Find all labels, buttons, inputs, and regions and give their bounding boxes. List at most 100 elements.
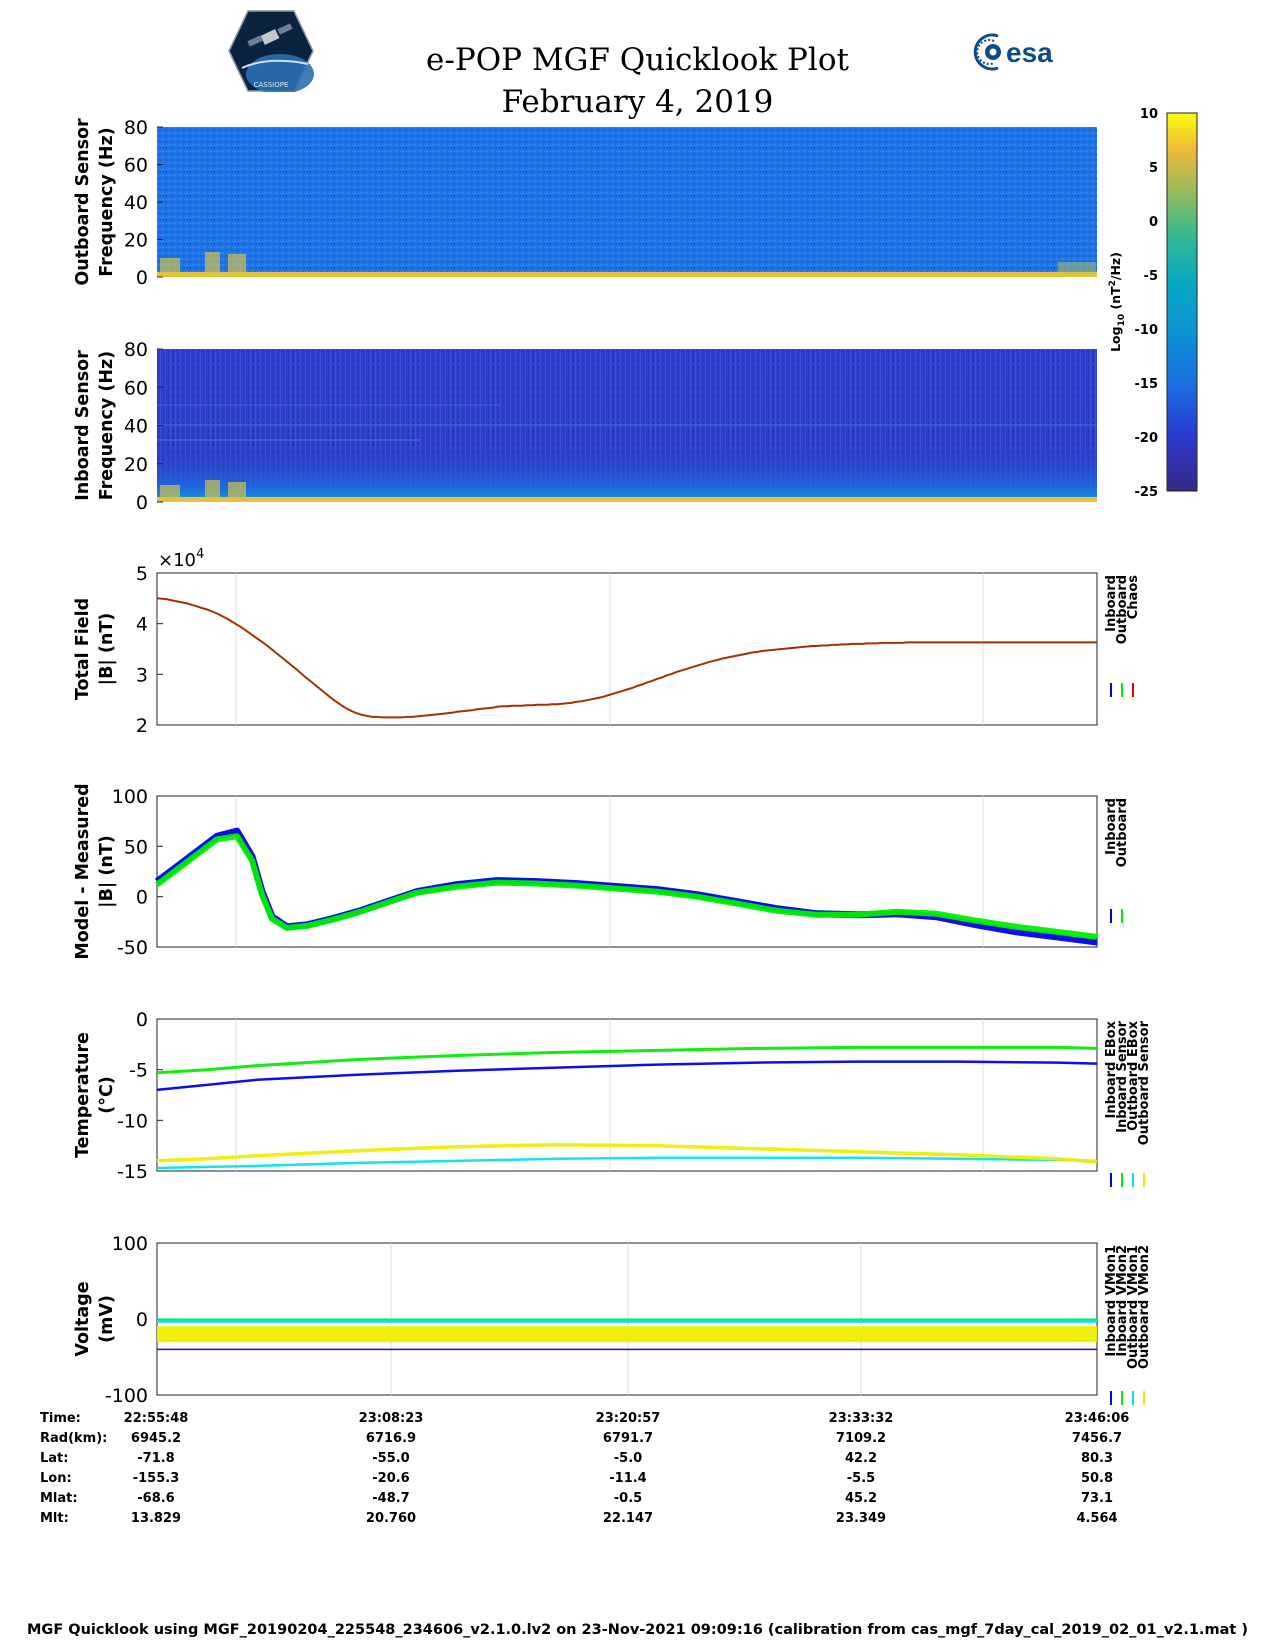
y-tick-label: 100 [112,786,148,808]
y-tick-label: 20 [124,454,148,476]
position-value: 45.2 [844,1491,878,1506]
axis-multiplier: ×104 [158,547,204,571]
y-axis-label: Inboard Sensor [73,350,93,501]
outboard-burst [205,252,220,274]
plot-frame [156,572,1098,726]
y-tick-label: -5 [129,1060,148,1082]
y-tick-label: 40 [124,192,148,214]
position-value: -55.0 [372,1451,410,1466]
legend-label: Inboard Sensor [1115,1020,1130,1132]
y-axis-label: (°C) [97,1076,117,1114]
plot-title: e-POP MGF Quicklook Plot [426,42,849,78]
position-row-label: Lon: [40,1471,72,1486]
total-field-line [156,597,1097,719]
legend-label: Inboard VMon1 [1104,1245,1119,1357]
y-tick-label: 3 [136,664,148,686]
position-value: -5.5 [846,1471,876,1486]
position-value: 7456.7 [1071,1431,1123,1446]
y-tick-label: -50 [117,937,148,959]
position-value: 23.349 [835,1511,887,1526]
y-tick-label: 60 [124,155,148,177]
y-axis-label: (mV) [97,1295,117,1343]
y-tick-label: 80 [124,117,148,139]
position-row-label: Rad(km): [40,1431,108,1446]
y-tick-label: 0 [136,492,148,514]
y-tick-label: 80 [124,339,148,361]
position-value: 23:08:23 [358,1411,424,1426]
y-axis-label: |B| (nT) [97,835,117,908]
y-tick-label: 2 [136,715,148,737]
y-axis-label: Total Field [73,598,93,700]
position-value: -0.5 [613,1491,643,1506]
position-row-label: Lat: [40,1451,69,1466]
position-value: 6791.7 [602,1431,654,1446]
y-tick-label: 0 [136,1009,148,1031]
y-tick-label: 4 [136,614,148,636]
position-row-label: Mlt: [40,1511,69,1526]
chart-panel-5: 100 0 -100 Voltage (mV) Inboard VMon1Inboard … [73,1233,1152,1407]
chart-panel-3: 100 50 0 -50 Model - Measured |B| (nT) Inboard… [73,783,1130,959]
chart-panel-2: 5 4 3 2 Total Field |B| (nT) ×104 InboardOutboa… [73,547,1141,737]
y-tick-label: 0 [136,887,148,909]
position-value: 6716.9 [365,1431,417,1446]
colorbar-tick-label: -5 [1144,269,1158,284]
y-axis-label: Voltage [73,1281,93,1356]
y-tick-label: 60 [124,377,148,399]
cassiope-logo-text: CASSIOPE [254,81,289,89]
series-line-outboard [155,833,1098,940]
position-value: -11.4 [609,1471,647,1486]
inboard-burst [205,480,220,499]
position-value: -71.8 [137,1451,175,1466]
legend-label: Outboard VMon1 [1126,1245,1141,1369]
inboard-low-frequency-band [157,497,1097,502]
plot-date: February 4, 2019 [501,84,774,120]
position-value: 22.147 [602,1511,654,1526]
position-value: 22:55:48 [123,1411,189,1426]
position-value: 42.2 [844,1451,878,1466]
chart-panel-0: 80 60 40 20 0 Outboard Sensor Frequency (Hz) [73,117,163,289]
outboard-spectrogram [157,127,1097,277]
position-value: 80.3 [1080,1451,1114,1466]
esa-logo-text: esa [1006,37,1053,68]
footer-caption: MGF Quicklook using MGF_20190204_225548_… [26,1622,1248,1638]
y-tick-label: 0 [136,267,148,289]
colorbar-label: Log10 (nT2/Hz) [1108,252,1127,352]
legend-label: Outboard Sensor [1137,1020,1152,1145]
colorbar-tick-label: -10 [1135,323,1159,338]
position-value: 73.1 [1080,1491,1114,1506]
y-tick-label: 20 [124,230,148,252]
y-axis-label: Model - Measured [73,783,93,959]
outboard-burst [228,254,246,274]
series-line-inboard-ebox [156,1060,1098,1092]
esa-logo: esa [973,33,1053,71]
y-axis-label: |B| (nT) [97,613,117,686]
y-tick-label: -10 [117,1110,148,1132]
position-value: -68.6 [137,1491,175,1506]
position-value: 20.760 [365,1511,417,1526]
inboard-burst [160,485,180,499]
position-value: 4.564 [1076,1511,1118,1526]
cassiope-logo: CASSIOPE [228,10,314,92]
colorbar-tick-label: -20 [1135,431,1159,446]
inboard-low-band [157,450,1097,502]
position-value: -155.3 [132,1471,180,1486]
y-tick-label: 100 [112,1233,148,1255]
y-axis-label: Frequency (Hz) [97,127,117,276]
colorbar-tick-label: 10 [1140,107,1158,122]
y-axis-label: Temperature [73,1032,93,1158]
colorbar: 10 5 0 -5 -10 -15 -20 -25 Log10 (nT2/Hz) [1108,107,1198,500]
inboard-spectrogram [157,349,1097,502]
position-value: 23:20:57 [595,1411,661,1426]
colorbar-tick-label: 0 [1149,215,1158,230]
legend-label: Inboard [1104,798,1119,855]
outboard-burst [1058,262,1096,274]
position-value: -5.0 [613,1451,643,1466]
y-tick-label: 40 [124,416,148,438]
colorbar-ticks: 10 5 0 -5 -10 -15 -20 -25 [1135,107,1159,500]
legend-label: Inboard EBox [1104,1020,1119,1118]
legend-label: Outboard [1115,798,1130,867]
inboard-burst [228,482,246,499]
legend-label: Outboard EBox [1126,1020,1141,1130]
series-line-outboard-ebox [156,1156,1098,1170]
position-value: -48.7 [372,1491,410,1506]
